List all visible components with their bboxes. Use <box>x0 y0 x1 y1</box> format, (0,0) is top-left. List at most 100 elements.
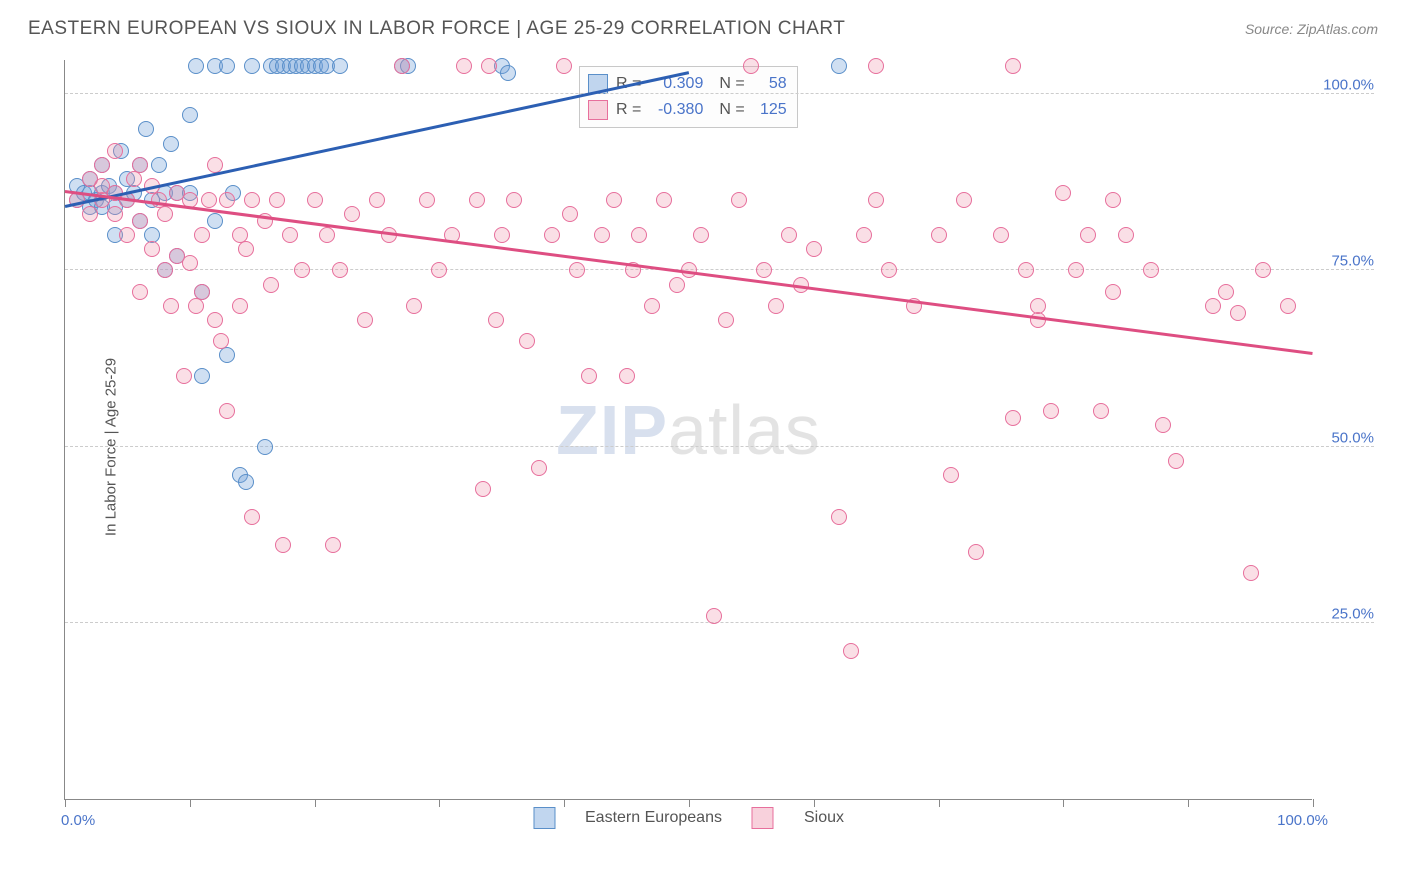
data-point <box>357 312 373 328</box>
watermark: ZIPatlas <box>556 390 821 470</box>
data-point <box>500 65 516 81</box>
data-point <box>556 58 572 74</box>
legend-swatch-b <box>752 807 774 829</box>
data-point <box>606 192 622 208</box>
data-point <box>993 227 1009 243</box>
data-point <box>275 537 291 553</box>
legend-swatch-b <box>588 100 608 120</box>
data-point <box>263 277 279 293</box>
x-tick <box>190 799 191 807</box>
data-point <box>506 192 522 208</box>
r-value-b: -0.380 <box>649 101 703 119</box>
y-tick-label: 25.0% <box>1331 605 1374 622</box>
x-tick <box>814 799 815 807</box>
x-tick <box>689 799 690 807</box>
data-point <box>469 192 485 208</box>
x-tick <box>315 799 316 807</box>
data-point <box>319 227 335 243</box>
data-point <box>1205 298 1221 314</box>
n-label: N = <box>719 75 744 93</box>
data-point <box>394 58 410 74</box>
data-point <box>1143 262 1159 278</box>
data-point <box>569 262 585 278</box>
data-point <box>481 58 497 74</box>
data-point <box>182 255 198 271</box>
x-tick <box>1063 799 1064 807</box>
data-point <box>119 227 135 243</box>
gridline <box>65 622 1374 623</box>
data-point <box>151 157 167 173</box>
gridline <box>65 269 1374 270</box>
data-point <box>831 58 847 74</box>
data-point <box>718 312 734 328</box>
data-point <box>419 192 435 208</box>
data-point <box>768 298 784 314</box>
data-point <box>163 136 179 152</box>
data-point <box>344 206 360 222</box>
data-point <box>1230 305 1246 321</box>
data-point <box>188 298 204 314</box>
data-point <box>307 192 323 208</box>
data-point <box>656 192 672 208</box>
data-point <box>456 58 472 74</box>
source-attribution: Source: ZipAtlas.com <box>1245 21 1378 37</box>
plot-area: ZIPatlas R = 0.309 N = 58 R = -0.380 N =… <box>64 60 1312 800</box>
data-point <box>1255 262 1271 278</box>
trend-line <box>65 71 690 207</box>
data-point <box>1118 227 1134 243</box>
data-point <box>731 192 747 208</box>
data-point <box>1093 403 1109 419</box>
data-point <box>201 192 217 208</box>
data-point <box>1005 58 1021 74</box>
x-tick <box>439 799 440 807</box>
data-point <box>943 467 959 483</box>
y-tick-label: 100.0% <box>1323 77 1374 94</box>
data-point <box>219 192 235 208</box>
legend-row-sioux: R = -0.380 N = 125 <box>588 97 787 123</box>
n-value-b: 125 <box>753 101 787 119</box>
data-point <box>806 241 822 257</box>
data-point <box>282 227 298 243</box>
data-point <box>157 262 173 278</box>
data-point <box>756 262 772 278</box>
data-point <box>232 298 248 314</box>
chart-title: EASTERN EUROPEAN VS SIOUX IN LABOR FORCE… <box>28 18 845 40</box>
data-point <box>868 58 884 74</box>
data-point <box>157 206 173 222</box>
data-point <box>107 143 123 159</box>
data-point <box>238 241 254 257</box>
data-point <box>406 298 422 314</box>
data-point <box>1105 284 1121 300</box>
data-point <box>881 262 897 278</box>
data-point <box>176 368 192 384</box>
data-point <box>1168 453 1184 469</box>
data-point <box>644 298 660 314</box>
data-point <box>94 157 110 173</box>
data-point <box>244 509 260 525</box>
correlation-legend: R = 0.309 N = 58 R = -0.380 N = 125 <box>579 66 798 128</box>
x-tick <box>1188 799 1189 807</box>
n-value-a: 58 <box>753 75 787 93</box>
data-point <box>207 213 223 229</box>
data-point <box>269 192 285 208</box>
data-point <box>194 368 210 384</box>
data-point <box>706 608 722 624</box>
x-tick <box>65 799 66 807</box>
data-point <box>581 368 597 384</box>
data-point <box>1280 298 1296 314</box>
data-point <box>244 192 260 208</box>
x-tick <box>564 799 565 807</box>
data-point <box>562 206 578 222</box>
data-point <box>332 262 348 278</box>
data-point <box>631 227 647 243</box>
data-point <box>126 171 142 187</box>
series-name-b: Sioux <box>804 809 844 827</box>
data-point <box>132 157 148 173</box>
legend-swatch-a <box>533 807 555 829</box>
data-point <box>1005 410 1021 426</box>
data-point <box>244 58 260 74</box>
data-point <box>968 544 984 560</box>
data-point <box>431 262 447 278</box>
data-point <box>219 58 235 74</box>
data-point <box>107 206 123 222</box>
